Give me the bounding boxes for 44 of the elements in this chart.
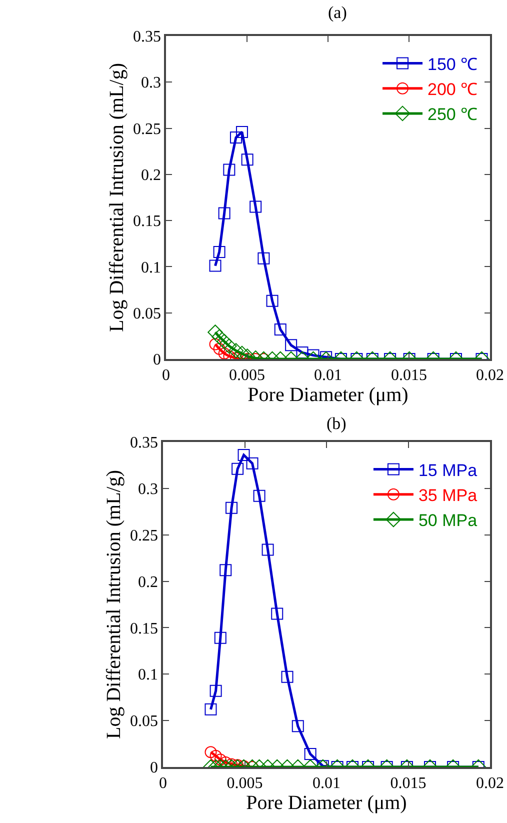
x-tick-label: 0.02 bbox=[476, 366, 504, 384]
y-axis-title: Log Differential Intrusion (mL/g) bbox=[103, 470, 126, 740]
y-tick-label: 0.2 bbox=[138, 574, 158, 591]
point bbox=[230, 132, 242, 144]
legend-label: 35 MPa bbox=[418, 486, 478, 506]
legend-label: 250 ℃ bbox=[428, 105, 478, 124]
point bbox=[218, 207, 230, 220]
y-tick-label: 0.15 bbox=[133, 213, 162, 230]
y-tick-label: 0 bbox=[153, 352, 162, 369]
y-tick-label: 0.35 bbox=[133, 28, 162, 46]
chart-title: (a) bbox=[328, 3, 347, 22]
legend-label: 50 MPa bbox=[418, 511, 478, 530]
x-tick-label: 0.005 bbox=[226, 774, 263, 792]
y-axis-title: Log Differential Intrusion (mL/g) bbox=[106, 62, 128, 332]
y-tick-label: 0.3 bbox=[138, 481, 158, 498]
point bbox=[258, 252, 270, 264]
y-tick-label: 0.35 bbox=[130, 434, 158, 452]
x-tick-label: 0.01 bbox=[314, 366, 342, 384]
y-tick-label: 0 bbox=[150, 760, 158, 777]
legend-label: 150 ℃ bbox=[428, 54, 478, 74]
y-tick-label: 0.25 bbox=[130, 527, 158, 544]
x-tick-label: 0.015 bbox=[390, 774, 426, 792]
x-tick-label: 0.02 bbox=[476, 774, 504, 792]
x-axis-title: Pore Diameter (μm) bbox=[248, 384, 408, 406]
y-tick-label: 0.1 bbox=[141, 259, 162, 276]
legend-label: 15 MPa bbox=[418, 460, 478, 480]
x-tick-label: 0.01 bbox=[312, 774, 340, 792]
point bbox=[236, 126, 248, 138]
x-axis-title: Pore Diameter (μm) bbox=[246, 792, 407, 814]
legend-label: 200 ℃ bbox=[428, 80, 478, 99]
y-tick-label: 0.05 bbox=[133, 305, 162, 322]
point bbox=[250, 200, 262, 213]
y-tick-label: 0.3 bbox=[141, 74, 162, 92]
y-tick-label: 0.25 bbox=[133, 120, 162, 138]
x-tick-label: 0.015 bbox=[391, 366, 427, 384]
y-tick-label: 0.1 bbox=[138, 666, 158, 684]
chart-title: (b) bbox=[326, 414, 346, 434]
y-tick-label: 0.2 bbox=[141, 167, 162, 184]
y-tick-label: 0.15 bbox=[130, 620, 158, 638]
x-tick-label: 0.005 bbox=[229, 366, 265, 384]
y-tick-label: 0.05 bbox=[130, 713, 158, 730]
point bbox=[223, 164, 236, 176]
point bbox=[213, 246, 226, 258]
point bbox=[241, 154, 254, 166]
